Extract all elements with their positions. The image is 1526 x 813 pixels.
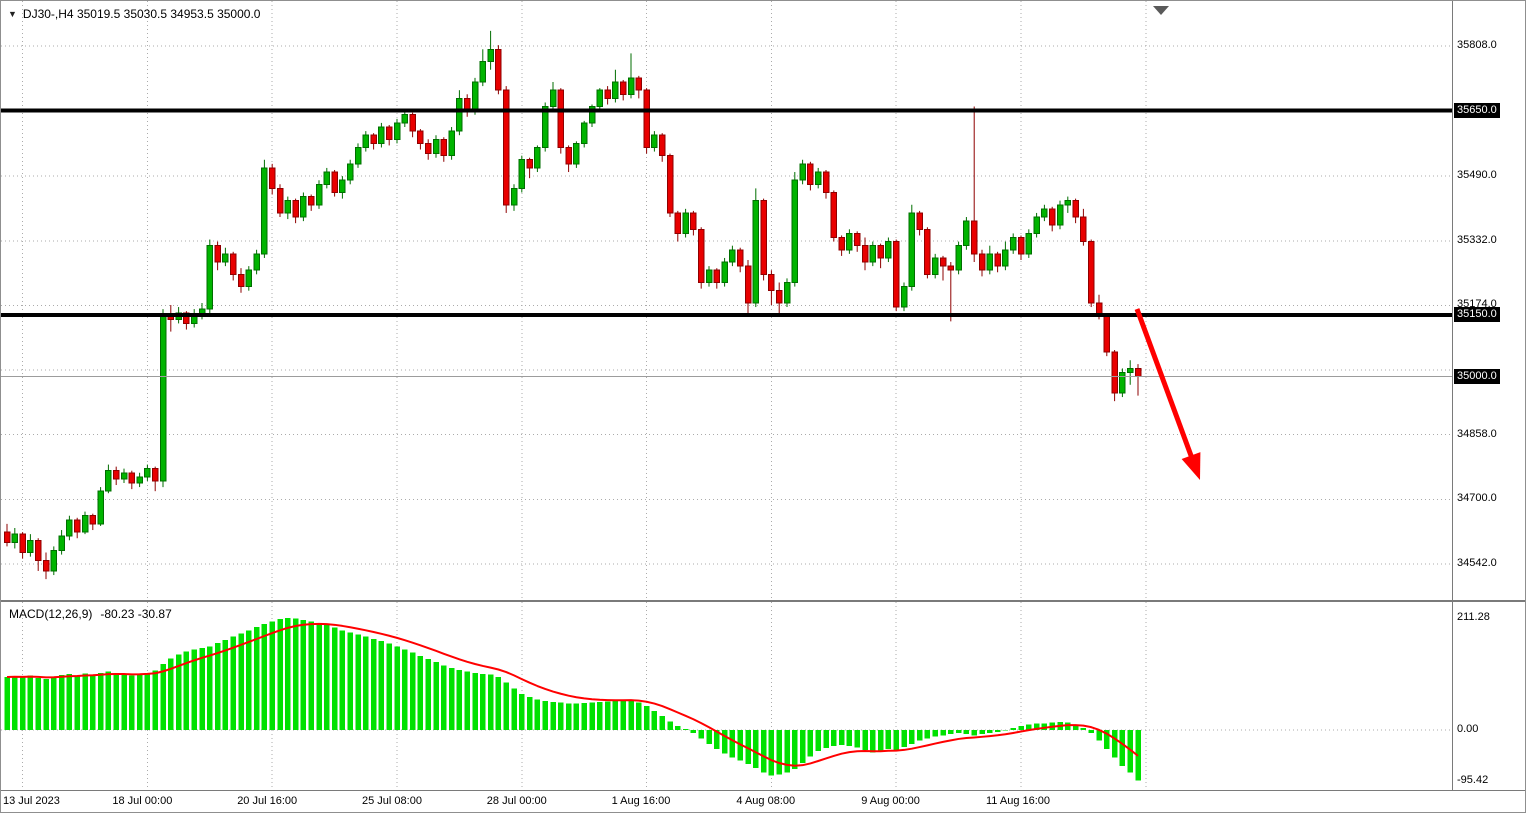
time-tick-label: 25 Jul 08:00 xyxy=(362,795,422,807)
price-tick-label: 34858.0 xyxy=(1457,427,1497,440)
macd-panel[interactable] xyxy=(1,602,1452,790)
price-line-label: 35150.0 xyxy=(1454,307,1500,323)
symbol-info: ▼ DJ30-,H4 35019.5 35030.5 34953.5 35000… xyxy=(8,7,260,21)
macd-tick-label: 211.28 xyxy=(1457,611,1490,624)
trend-arrow[interactable] xyxy=(1134,308,1201,480)
time-tick-label: 4 Aug 08:00 xyxy=(736,795,796,807)
expand-arrow-icon[interactable]: ▼ xyxy=(8,9,17,19)
price-tick-label: 34542.0 xyxy=(1457,557,1497,569)
macd-name: MACD(12,26,9) xyxy=(9,607,93,621)
macd-tick-label: 0.00 xyxy=(1457,723,1479,735)
macd-tick-label: -95.42 xyxy=(1457,773,1489,786)
macd-signal-line xyxy=(6,622,1139,767)
time-tick-label: 9 Aug 00:00 xyxy=(861,795,920,807)
macd-indicator-label: MACD(12,26,9) -80.23 -30.87 xyxy=(9,607,172,621)
time-tick-label: 28 Jul 00:00 xyxy=(486,795,547,807)
price-line-label: 35000.0 xyxy=(1454,368,1500,384)
price-tick-label: 35490.0 xyxy=(1457,169,1497,182)
time-tick-label: 18 Jul 00:00 xyxy=(112,795,173,807)
time-axis-separator xyxy=(1,790,1525,791)
axis-separator xyxy=(1452,1,1453,791)
macd-histogram xyxy=(4,618,1141,781)
main-grid xyxy=(1,1,1452,600)
price-tick-label: 34700.0 xyxy=(1457,492,1497,505)
candles xyxy=(3,30,1142,580)
price-axis[interactable]: 35808.0 35650.0 35490.0 35332.0 35174.0 35150… xyxy=(1453,1,1525,791)
time-tick-label: 13 Jul 2023 xyxy=(3,795,60,807)
price-tick-label: 35808.0 xyxy=(1457,39,1497,51)
time-axis[interactable]: 13 Jul 2023 18 Jul 00:00 20 Jul 16:00 25 Ju… xyxy=(1,791,1525,812)
macd-values: -80.23 -30.87 xyxy=(100,607,172,621)
panel-separator[interactable] xyxy=(1,600,1525,602)
time-tick-label: 11 Aug 16:00 xyxy=(986,795,1051,807)
symbol-ohlc-text: DJ30-,H4 35019.5 35030.5 34953.5 35000.0 xyxy=(22,7,261,21)
price-tick-label: 35332.0 xyxy=(1457,233,1497,246)
time-tick-label: 20 Jul 16:00 xyxy=(237,795,298,807)
chart-shift-marker-icon[interactable] xyxy=(1153,6,1169,15)
time-tick-label: 1 Aug 16:00 xyxy=(611,795,671,807)
price-line-label: 35650.0 xyxy=(1454,102,1500,118)
price-chart[interactable] xyxy=(1,1,1452,600)
